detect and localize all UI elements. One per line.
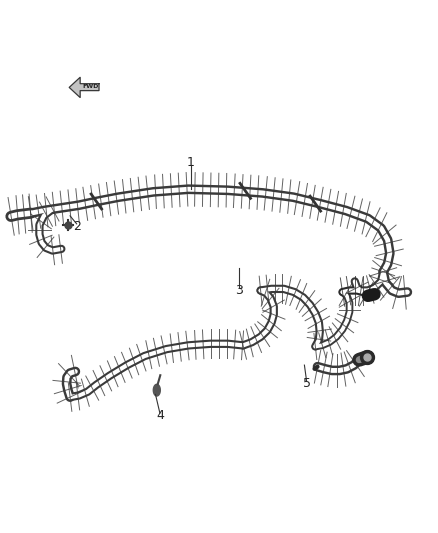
Polygon shape <box>69 77 99 98</box>
Text: 2: 2 <box>73 220 81 233</box>
Text: 3: 3 <box>235 284 243 297</box>
Text: 4: 4 <box>156 409 164 422</box>
Text: 5: 5 <box>303 377 311 390</box>
Polygon shape <box>153 384 160 396</box>
Text: FWD: FWD <box>82 84 99 90</box>
Text: 1: 1 <box>187 156 194 169</box>
